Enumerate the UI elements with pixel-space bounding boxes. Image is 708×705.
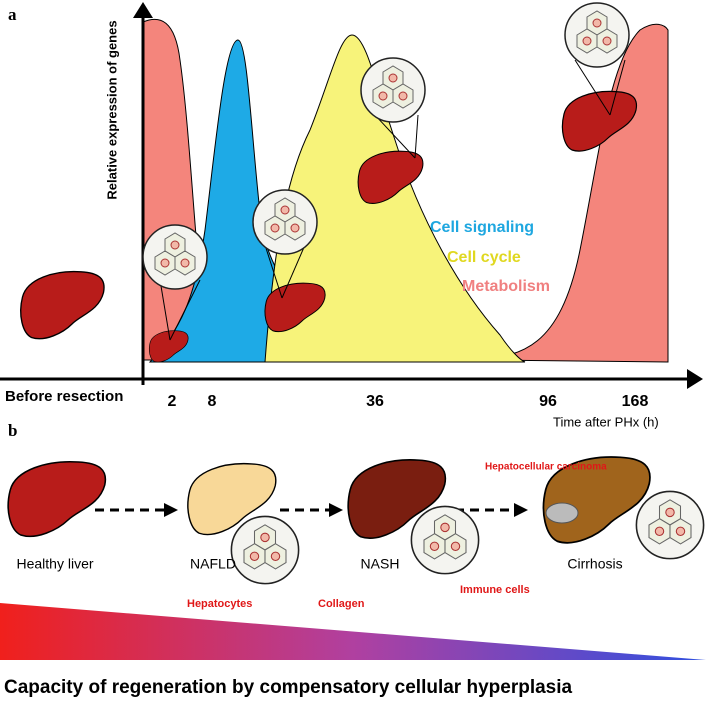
inset <box>410 505 480 575</box>
legend-label: Metabolism <box>462 278 550 295</box>
annotation: Hepatocellular carcinoma <box>485 462 607 473</box>
panel-label: a <box>8 5 17 24</box>
x-axis-label: Time after PHx (h) <box>553 414 659 429</box>
y-arrow <box>133 2 153 18</box>
before-label: Before resection <box>5 388 123 405</box>
annotation: Collagen <box>318 598 365 610</box>
gradient-wedge <box>0 603 706 660</box>
inset <box>252 189 318 255</box>
inset <box>142 224 208 290</box>
x-arrow <box>687 369 703 389</box>
time-label: 36 <box>366 393 384 410</box>
time-label: 2 <box>168 393 177 410</box>
stage-label: Cirrhosis <box>567 556 622 572</box>
stage-label: NASH <box>361 556 400 572</box>
tumor <box>545 502 579 524</box>
liver <box>20 270 105 340</box>
y-axis-label: Relative expression of genes <box>104 20 119 199</box>
legend-label: Cell signaling <box>430 219 534 236</box>
liver <box>7 460 107 538</box>
stage-label: NAFLD <box>190 556 236 572</box>
metabolism-curve <box>479 23 669 363</box>
legend-label: Cell cycle <box>447 249 521 266</box>
inset <box>230 515 300 585</box>
cycle-curve <box>264 34 526 363</box>
time-label: 96 <box>539 393 557 410</box>
footer: Capacity of regeneration by compensatory… <box>4 677 573 698</box>
annotation: Hepatocytes <box>187 598 252 610</box>
stage-label: Healthy liver <box>16 556 93 572</box>
axes <box>0 2 703 389</box>
time-label: 8 <box>208 393 217 410</box>
annotation: Immune cells <box>460 584 530 596</box>
inset <box>635 490 705 560</box>
time-label: 168 <box>622 393 649 410</box>
inset <box>360 57 426 123</box>
panel-label: b <box>8 421 17 440</box>
inset <box>564 2 630 68</box>
